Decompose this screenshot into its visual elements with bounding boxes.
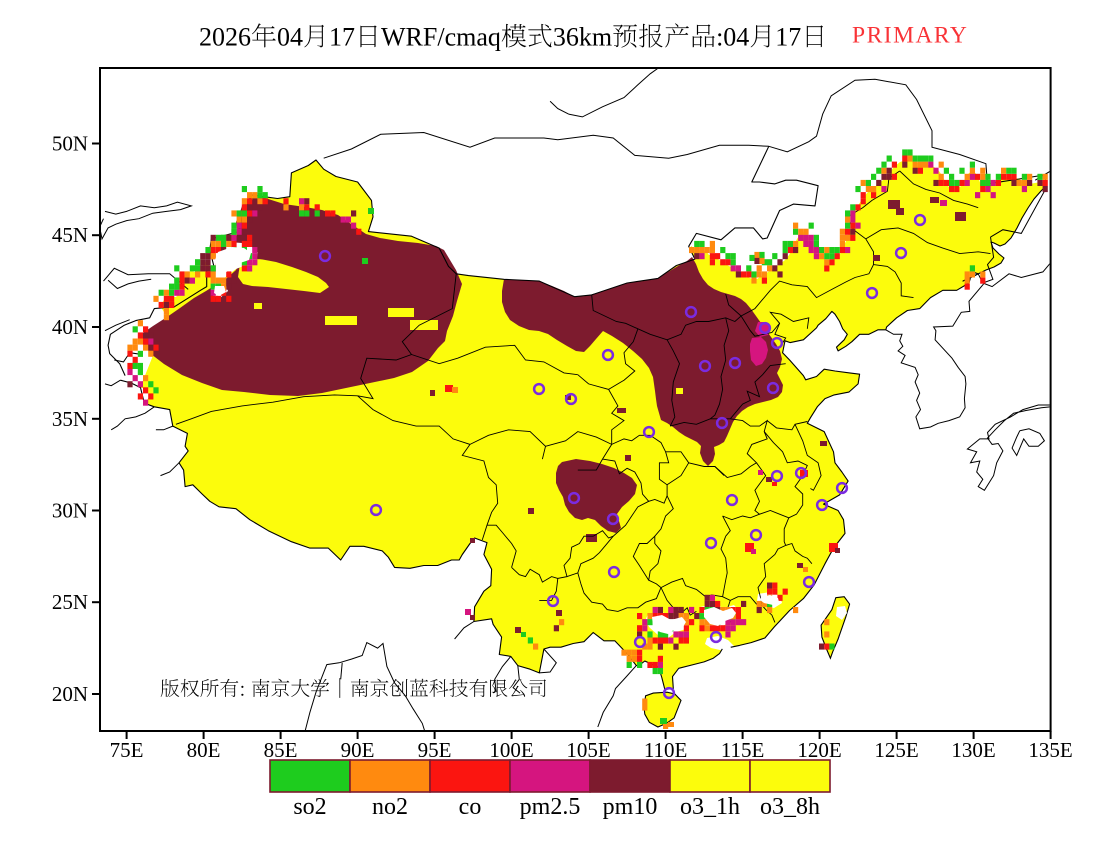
svg-text:17: 17: [329, 23, 355, 52]
svg-text:04: 04: [723, 23, 749, 52]
svg-text:o3_8h: o3_8h: [760, 794, 820, 820]
svg-text:WRF/cmaq: WRF/cmaq: [381, 23, 501, 52]
svg-text:115E: 115E: [721, 738, 765, 762]
svg-text:90E: 90E: [341, 738, 375, 762]
svg-text:40N: 40N: [52, 315, 88, 339]
svg-text:2026: 2026: [199, 23, 251, 52]
svg-text:50N: 50N: [52, 132, 88, 156]
svg-text:25N: 25N: [52, 590, 88, 614]
svg-text:85E: 85E: [264, 738, 298, 762]
svg-text:125E: 125E: [874, 738, 918, 762]
svg-text:20N: 20N: [52, 682, 88, 706]
svg-text:110E: 110E: [644, 738, 688, 762]
svg-text:so2: so2: [293, 794, 326, 820]
svg-text:100E: 100E: [489, 738, 533, 762]
svg-text:17: 17: [775, 23, 801, 52]
svg-text:80E: 80E: [187, 738, 221, 762]
svg-text:95E: 95E: [418, 738, 452, 762]
svg-text:pm10: pm10: [603, 794, 658, 820]
svg-text:45N: 45N: [52, 223, 88, 247]
svg-text:04: 04: [277, 23, 303, 52]
svg-text:75E: 75E: [110, 738, 144, 762]
svg-text:PRIMARY: PRIMARY: [852, 23, 968, 49]
svg-text:o3_1h: o3_1h: [680, 794, 740, 820]
svg-text:pm2.5: pm2.5: [520, 794, 581, 820]
svg-text::: :: [716, 23, 723, 52]
svg-text:co: co: [459, 794, 482, 820]
svg-text:135E: 135E: [1028, 738, 1072, 762]
svg-text:120E: 120E: [797, 738, 841, 762]
svg-text:36km: 36km: [553, 23, 612, 52]
svg-text:no2: no2: [372, 794, 408, 820]
svg-text:105E: 105E: [566, 738, 610, 762]
svg-text:30N: 30N: [52, 499, 88, 523]
svg-text:35N: 35N: [52, 407, 88, 431]
svg-text:130E: 130E: [951, 738, 995, 762]
